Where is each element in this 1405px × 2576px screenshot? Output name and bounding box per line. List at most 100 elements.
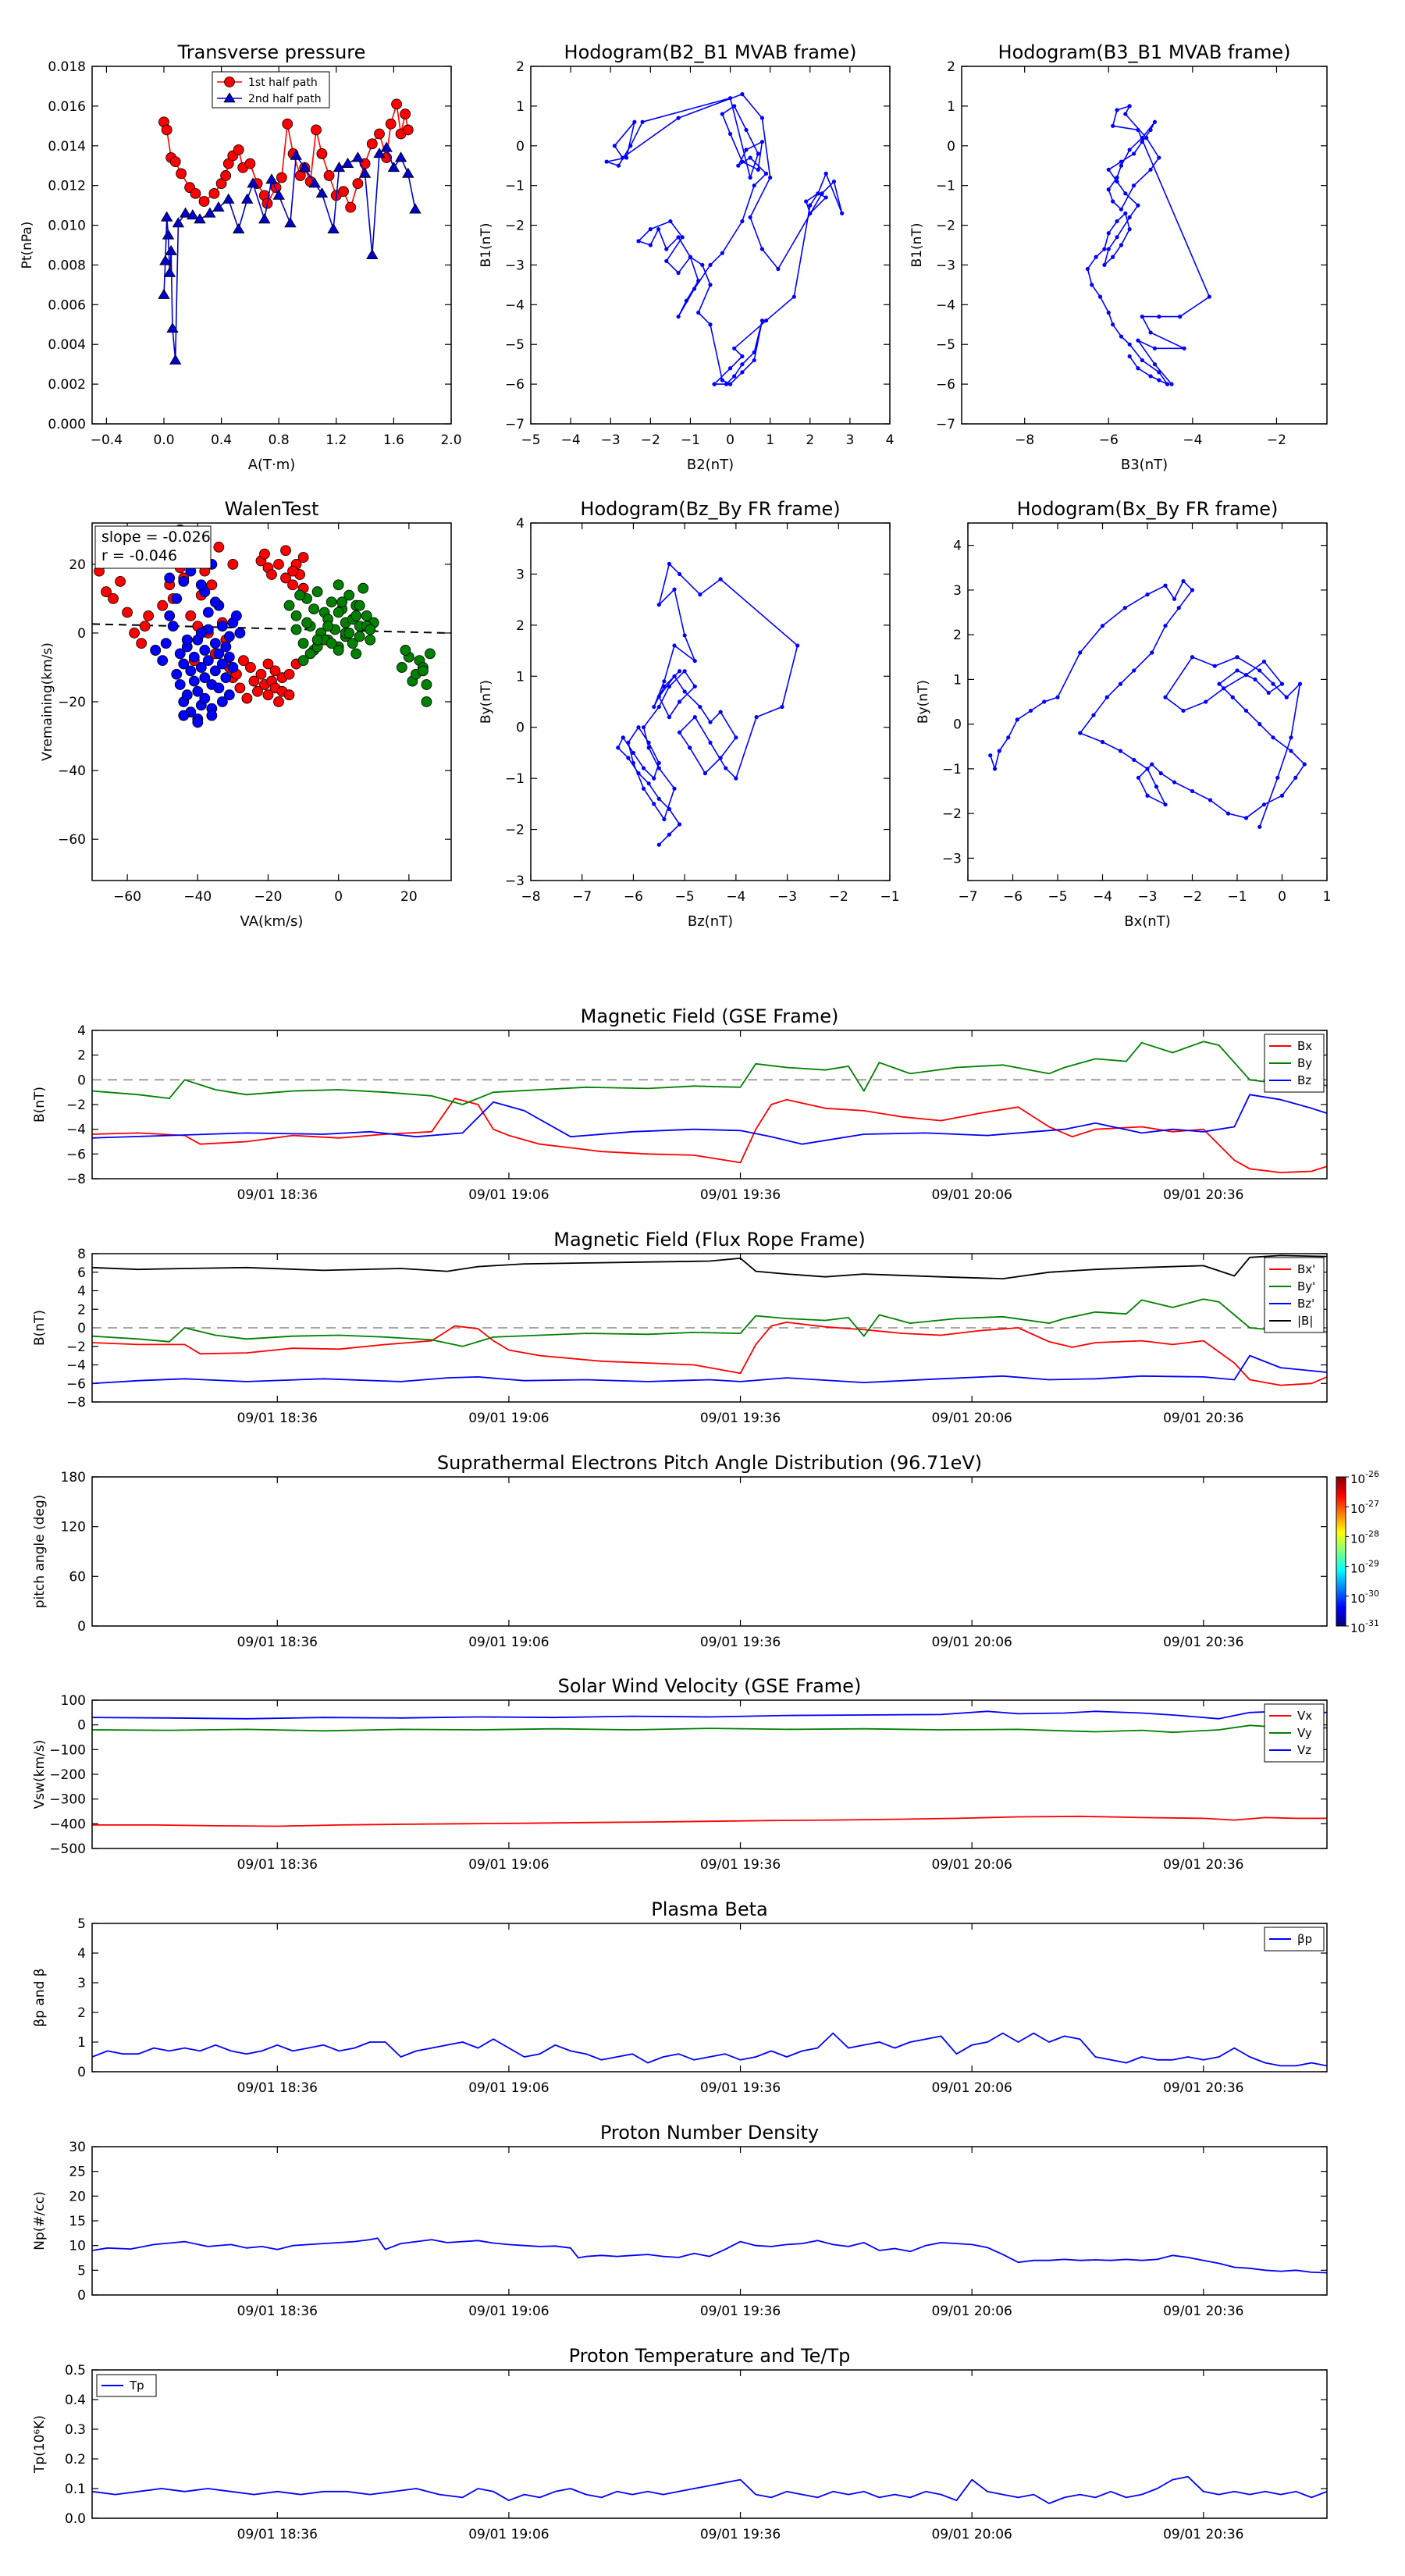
data-point — [662, 817, 667, 822]
x-tick-label: 09/01 19:06 — [468, 2080, 549, 2096]
plot-area — [92, 2032, 1327, 2067]
data-point — [169, 354, 182, 365]
data-point — [1104, 695, 1109, 699]
data-point — [1111, 123, 1115, 128]
data-point — [631, 760, 636, 766]
data-point — [1115, 175, 1119, 180]
data-point — [161, 124, 173, 136]
y-tick-label: −1 — [505, 771, 525, 787]
x-tick-label: 0 — [1278, 889, 1286, 905]
data-point — [831, 179, 837, 184]
chart-title: Transverse pressure — [177, 41, 366, 63]
data-point — [727, 131, 733, 137]
x-tick-label: −2 — [641, 432, 660, 448]
data-point — [718, 577, 723, 582]
colorbar — [1336, 1476, 1346, 1627]
data-point — [641, 786, 646, 791]
data-point — [351, 151, 365, 162]
y-tick-label: 0 — [947, 139, 955, 155]
plot-frame — [91, 2369, 1328, 2519]
data-point — [232, 222, 245, 233]
data-point — [195, 579, 207, 591]
data-point — [1289, 735, 1293, 740]
data-point — [163, 266, 176, 277]
data-point — [808, 203, 813, 208]
y-tick-label: 20 — [69, 2189, 86, 2204]
y-tick-label: 0.4 — [65, 2393, 86, 2408]
y-tick-label: −2 — [66, 1340, 86, 1355]
data-point — [354, 631, 365, 642]
data-point — [212, 201, 225, 212]
x-tick-label: −0.4 — [91, 432, 123, 448]
x-tick-label: 09/01 19:06 — [468, 1187, 549, 1203]
data-point — [641, 725, 646, 730]
data-point — [748, 155, 752, 160]
data-point — [223, 689, 235, 701]
data-point — [199, 692, 211, 704]
data-point — [108, 592, 119, 604]
data-point — [823, 195, 828, 200]
y-tick-label: 1 — [953, 672, 962, 688]
data-point — [1106, 231, 1111, 236]
data-point — [1178, 315, 1183, 319]
y-tick-label: −7 — [936, 417, 955, 432]
x-tick-label: 09/01 20:36 — [1163, 1857, 1243, 1873]
colorbar-exponent: -30 — [1365, 1589, 1379, 1599]
data-point — [1158, 771, 1163, 776]
y-tick-label: −5 — [505, 337, 525, 353]
x-tick-label: 3 — [845, 432, 854, 448]
data-point — [1212, 664, 1217, 668]
data-point — [740, 92, 745, 97]
data-point — [1169, 382, 1174, 386]
data-point — [402, 124, 414, 136]
data-point — [421, 696, 432, 707]
data-point — [759, 140, 765, 144]
data-point — [238, 655, 249, 667]
data-point — [672, 587, 677, 592]
data-point — [304, 648, 316, 660]
data-point — [672, 643, 677, 648]
data-point — [759, 247, 765, 251]
y-tick-label: 25 — [69, 2165, 86, 2180]
data-point — [1119, 159, 1124, 164]
data-point — [402, 167, 414, 178]
y-tick-label: 0 — [77, 626, 86, 642]
data-point — [636, 771, 641, 776]
y-tick-label: 0.018 — [48, 59, 86, 75]
data-point — [252, 685, 263, 697]
data-point — [245, 662, 256, 673]
data-point — [190, 187, 201, 199]
y-tick-label: −2 — [936, 219, 955, 234]
data-point — [1243, 816, 1249, 820]
data-point — [667, 561, 672, 566]
x-tick-label: 09/01 19:06 — [468, 1635, 549, 1650]
data-point — [677, 699, 682, 704]
data-point — [198, 196, 210, 207]
data-point — [1119, 243, 1124, 247]
x-tick-label: 09/01 19:06 — [468, 2527, 549, 2542]
data-point — [255, 668, 267, 680]
data-point — [1118, 681, 1123, 686]
data-point — [185, 610, 197, 621]
data-point — [311, 634, 323, 646]
y-axis-label: Tp(10⁶K) — [32, 2415, 48, 2474]
data-point — [162, 229, 175, 240]
legend-label: Bx — [1297, 1039, 1312, 1053]
y-tick-label: −8 — [66, 1172, 86, 1187]
data-point — [391, 98, 402, 110]
plot-area — [92, 1041, 1327, 1173]
x-tick-label: −3 — [777, 889, 797, 905]
data-point — [620, 155, 625, 160]
data-point — [734, 776, 738, 781]
y-tick-label: −4 — [936, 297, 955, 313]
data-point — [662, 684, 667, 688]
data-point — [409, 203, 422, 214]
x-tick-label: −7 — [572, 889, 592, 905]
data-point — [1154, 785, 1159, 789]
data-point — [206, 710, 218, 721]
data-point — [1078, 731, 1083, 735]
annotation-box — [94, 525, 212, 569]
y-tick-label: −2 — [66, 1098, 86, 1113]
data-point — [724, 382, 729, 386]
data-point — [677, 571, 682, 577]
